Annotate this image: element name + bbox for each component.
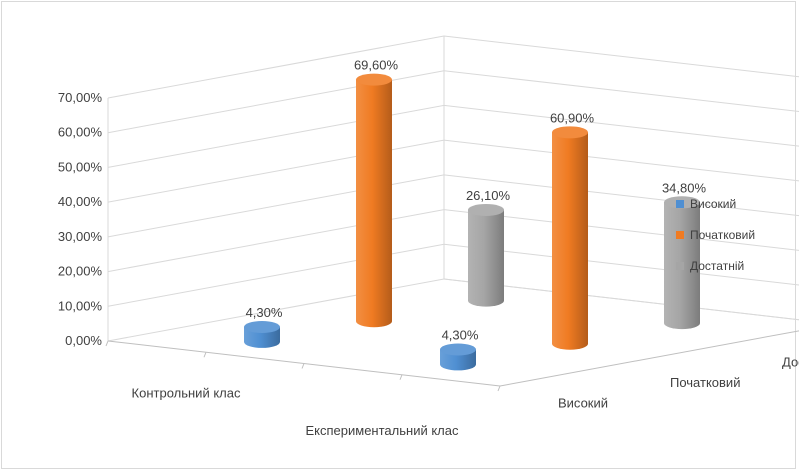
depth-tick-label: Високий (558, 396, 608, 411)
legend-item-2: Достатній (676, 258, 755, 274)
depth-tick-labels: Високий Початковий Достатній (558, 354, 799, 410)
gridlines (107, 35, 799, 342)
bar (468, 203, 504, 307)
legend-swatch-1 (676, 231, 684, 239)
gridline (107, 35, 799, 99)
depth-tick-label: Достатній (782, 354, 799, 369)
legend-label-1: Початковий (690, 228, 756, 242)
data-label: 26,10% (466, 188, 511, 203)
legend-item-0: Високий (676, 196, 755, 212)
y-tick-label: 30,00% (58, 229, 103, 244)
depth-axis (499, 330, 799, 387)
floor-back-line (443, 278, 799, 321)
legend-swatch-0 (676, 200, 684, 208)
bar (440, 343, 476, 371)
x-tick-label: Контрольний клас (132, 385, 241, 400)
y-tick-label: 50,00% (58, 159, 103, 174)
x-tick (301, 363, 305, 369)
x-tick (497, 385, 501, 392)
data-label: 4,30% (442, 327, 479, 342)
bar (244, 320, 280, 348)
axes (105, 330, 799, 392)
x-tick (399, 374, 403, 380)
y-tick-label: 20,00% (58, 264, 103, 279)
data-label: 4,30% (246, 305, 283, 320)
legend-label-0: Високий (690, 197, 737, 211)
x-tick-labels: Контрольний клас Експериментальний клас (132, 385, 459, 438)
bars (244, 73, 700, 371)
legend: Високий Початковий Достатній (676, 196, 755, 289)
legend-label-2: Достатній (690, 259, 745, 273)
legend-swatch-2 (676, 262, 684, 270)
data-labels: 26,10% 34,80% 69,60% 60,90% 4,30% 4,30% (246, 58, 707, 343)
y-tick-label: 0,00% (65, 333, 102, 348)
gridline (107, 70, 799, 134)
y-tick-labels: 0,00% 10,00% 20,00% 30,00% 40,00% 50,00% 60,00… (58, 90, 103, 348)
bar (552, 126, 588, 350)
x-tick-label: Експериментальний клас (306, 423, 459, 438)
y-tick-label: 10,00% (58, 298, 103, 313)
data-label: 60,90% (550, 110, 595, 125)
y-tick-label: 70,00% (58, 90, 103, 105)
legend-item-1: Початковий (676, 227, 755, 243)
gridline (107, 104, 799, 168)
depth-tick-label: Початковий (670, 375, 740, 390)
data-label: 69,60% (354, 58, 399, 73)
x-tick (105, 340, 109, 347)
data-label: 34,80% (662, 180, 707, 195)
y-tick-label: 60,00% (58, 125, 103, 140)
y-tick-label: 40,00% (58, 194, 103, 209)
bar (356, 73, 392, 328)
x-tick (203, 352, 207, 358)
